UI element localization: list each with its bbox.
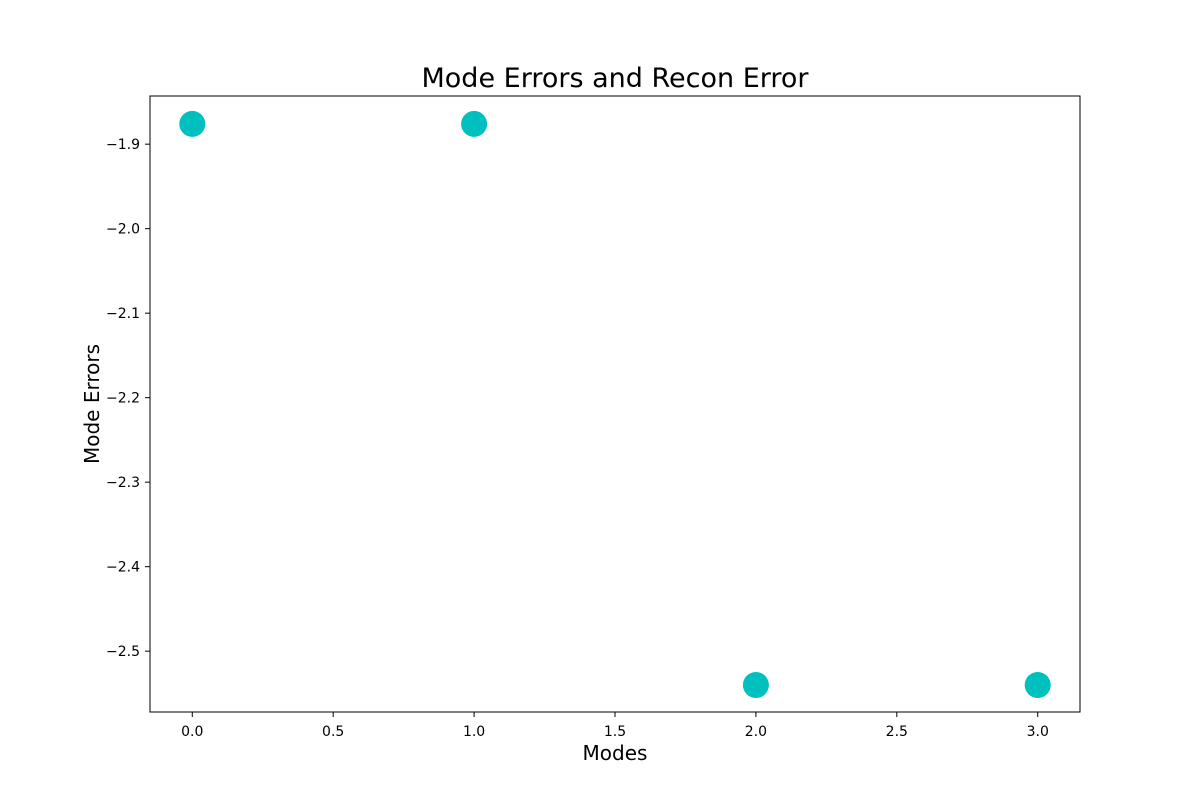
- x-tick-label: 1.5: [604, 724, 626, 740]
- plot-area: [179, 110, 1051, 698]
- y-tick-label: −2.4: [106, 560, 140, 576]
- data-point-1: [461, 110, 488, 137]
- data-point-3: [1024, 672, 1051, 698]
- x-tick-label: 2.0: [745, 724, 767, 740]
- x-tick-label: 2.5: [886, 724, 908, 740]
- y-tick-label: −1.9: [106, 137, 140, 153]
- y-tick-label: −2.1: [106, 306, 140, 322]
- data-point-0: [179, 110, 206, 137]
- y-tick-label: −2.2: [106, 391, 140, 407]
- x-tick-label: 3.0: [1027, 724, 1049, 740]
- x-axis-label: Modes: [583, 741, 648, 765]
- x-tick-label: 0.0: [181, 724, 203, 740]
- y-tick-label: −2.3: [106, 475, 140, 491]
- data-point-2: [742, 672, 769, 698]
- x-tick-label: 1.0: [463, 724, 485, 740]
- x-tick-label: 0.5: [322, 724, 344, 740]
- y-tick-label: −2.5: [106, 644, 140, 660]
- y-axis: −1.9 −2.0 −2.1 −2.2 −2.3 −2.4 −2.5: [106, 137, 150, 660]
- x-axis: 0.0 0.5 1.0 1.5 2.0 2.5 3.0: [181, 712, 1049, 740]
- chart-title: Mode Errors and Recon Error: [421, 63, 809, 94]
- y-tick-label: −2.0: [106, 222, 140, 238]
- y-axis-label: Mode Errors: [80, 344, 104, 464]
